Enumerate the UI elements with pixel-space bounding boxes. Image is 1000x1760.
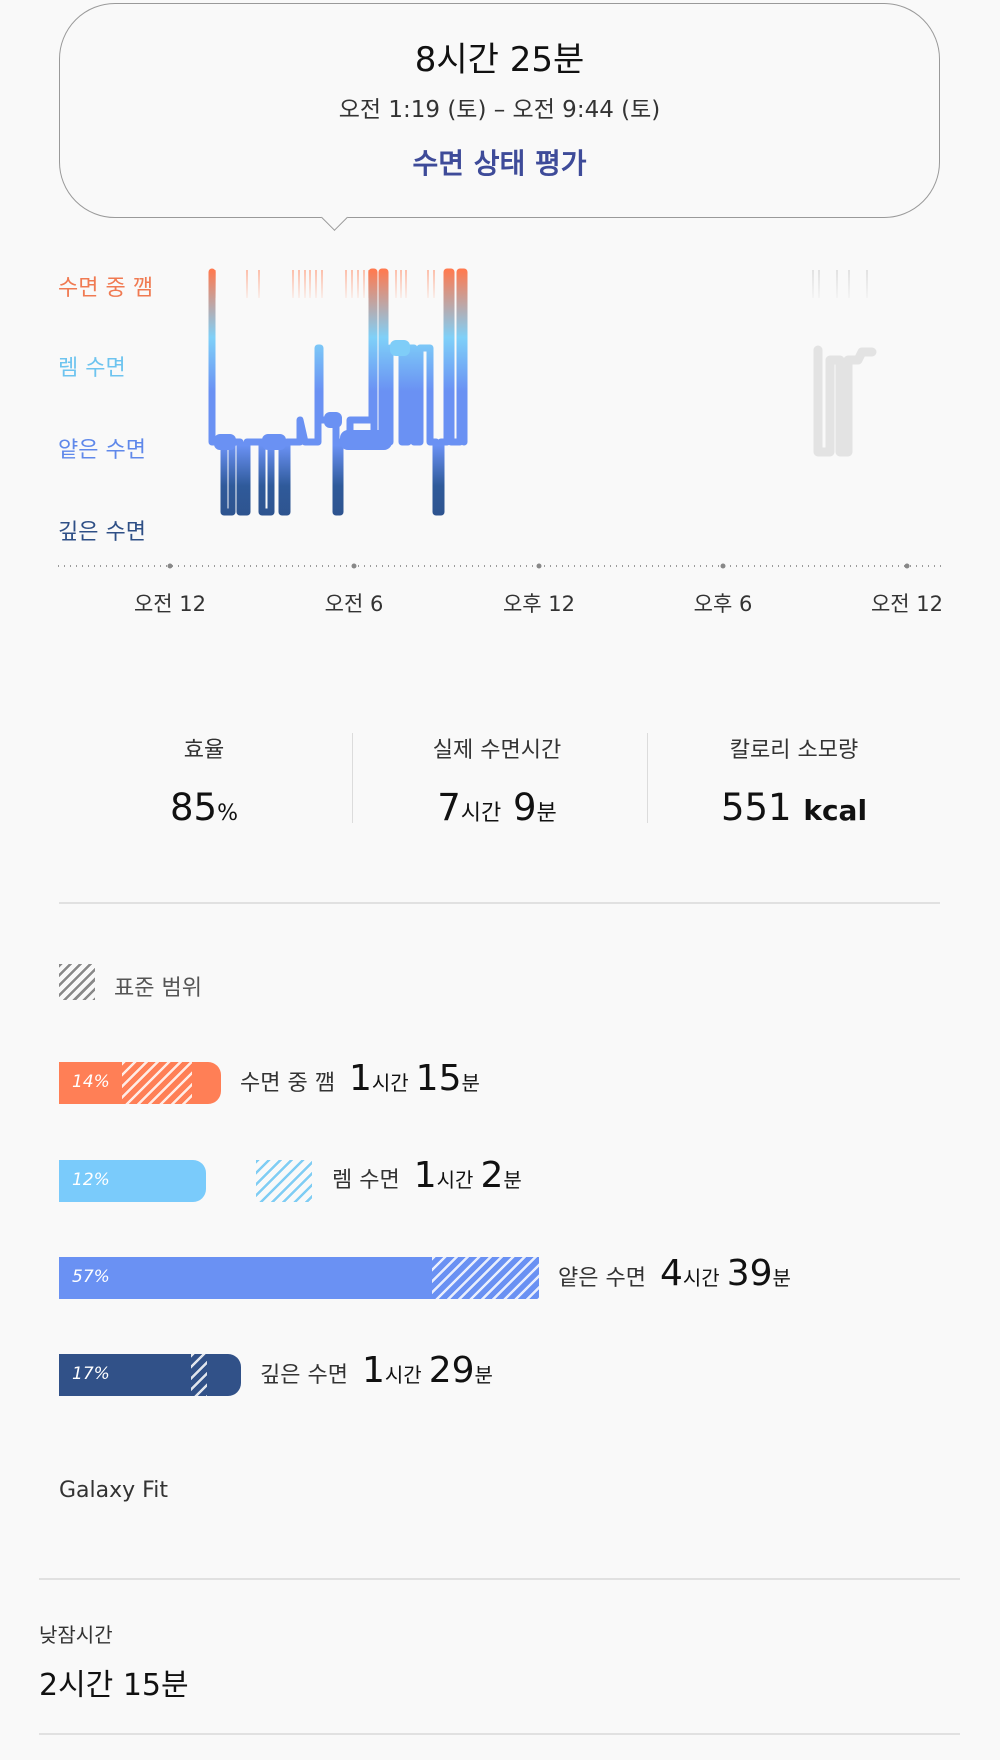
axis-tick-label: 오전 6	[324, 592, 384, 616]
stat-divider	[647, 733, 648, 823]
stat-value: 7시간 9분	[437, 786, 557, 829]
sleep-hypnogram[interactable]	[0, 250, 1000, 580]
stage-bar-rem[interactable]: 12%	[59, 1160, 206, 1202]
stat-label: 효율	[183, 738, 225, 763]
stage-bar-percent: 14%	[72, 1072, 110, 1092]
axis-tick-label: 오후 6	[693, 592, 753, 616]
stat-divider	[352, 733, 353, 823]
stat-value: 85%	[170, 786, 238, 829]
stage-bar-percent: 17%	[72, 1364, 110, 1384]
stat-label: 칼로리 소모량	[729, 738, 859, 763]
section-divider	[39, 1733, 960, 1735]
rem-blocks	[390, 340, 410, 356]
stage-bar-info: 깊은 수면 1시간 29분	[260, 1350, 493, 1391]
stage-label-light: 얕은 수면	[58, 438, 146, 463]
stat-efficiency: 효율 85%	[64, 732, 344, 829]
standard-range-hatch	[191, 1354, 207, 1396]
axis-tick-label: 오후 12	[502, 592, 576, 616]
standard-range-swatch	[59, 964, 95, 1000]
stat-value: 551 kcal	[720, 786, 868, 829]
axis-dot	[904, 563, 910, 569]
standard-range-hatch	[122, 1062, 192, 1104]
standard-range-label: 표준 범위	[114, 976, 202, 1001]
section-divider	[59, 902, 940, 904]
sleep-duration: 8시간 25분	[414, 40, 585, 80]
stat-label: 실제 수면시간	[432, 738, 562, 763]
light-sleep-blocks	[214, 412, 392, 450]
awake-ticks	[214, 270, 435, 298]
stage-bar-info: 수면 중 깸 1시간 15분	[240, 1058, 480, 1099]
stage-bar-info: 렘 수면 1시간 2분	[332, 1155, 522, 1196]
stat-calories: 칼로리 소모량 551 kcal	[654, 732, 934, 829]
sleep-summary-bubble: 8시간 25분 오전 1:19 (토) – 오전 9:44 (토) 수면 상태 …	[59, 3, 940, 218]
standard-range-hatch	[256, 1160, 312, 1202]
stage-label-rem: 렘 수면	[58, 356, 126, 381]
nap-label: 낮잠시간	[39, 1623, 113, 1647]
axis-tick-label: 오전 12	[133, 592, 207, 616]
axis-dot	[720, 563, 726, 569]
standard-range-hatch	[432, 1257, 539, 1299]
stage-label-deep: 깊은 수면	[58, 520, 146, 545]
stage-bar-awake[interactable]: 14%	[59, 1062, 221, 1104]
sleep-stage-line	[208, 268, 468, 516]
device-name: Galaxy Fit	[59, 1478, 168, 1503]
stage-bar-light[interactable]: 57%	[59, 1257, 539, 1299]
evaluate-sleep-link[interactable]: 수면 상태 평가	[412, 147, 587, 180]
stat-actual-sleep: 실제 수면시간 7시간 9분	[357, 732, 637, 829]
stage-bar-percent: 57%	[72, 1267, 110, 1287]
axis-tick-label: 오전 12	[870, 592, 944, 616]
nap-segment	[812, 270, 877, 457]
axis-dot	[351, 563, 357, 569]
section-divider	[39, 1578, 960, 1580]
sleep-time-range: 오전 1:19 (토) – 오전 9:44 (토)	[338, 97, 661, 123]
stage-bar-percent: 12%	[72, 1170, 110, 1190]
nap-value[interactable]: 2시간 15분	[39, 1668, 189, 1703]
stage-bar-deep[interactable]: 17%	[59, 1354, 241, 1396]
stage-label-awake: 수면 중 깸	[58, 276, 153, 301]
axis-dot	[167, 563, 173, 569]
axis-dot	[536, 563, 542, 569]
stage-bar-info: 얕은 수면 4시간 39분	[558, 1253, 791, 1294]
